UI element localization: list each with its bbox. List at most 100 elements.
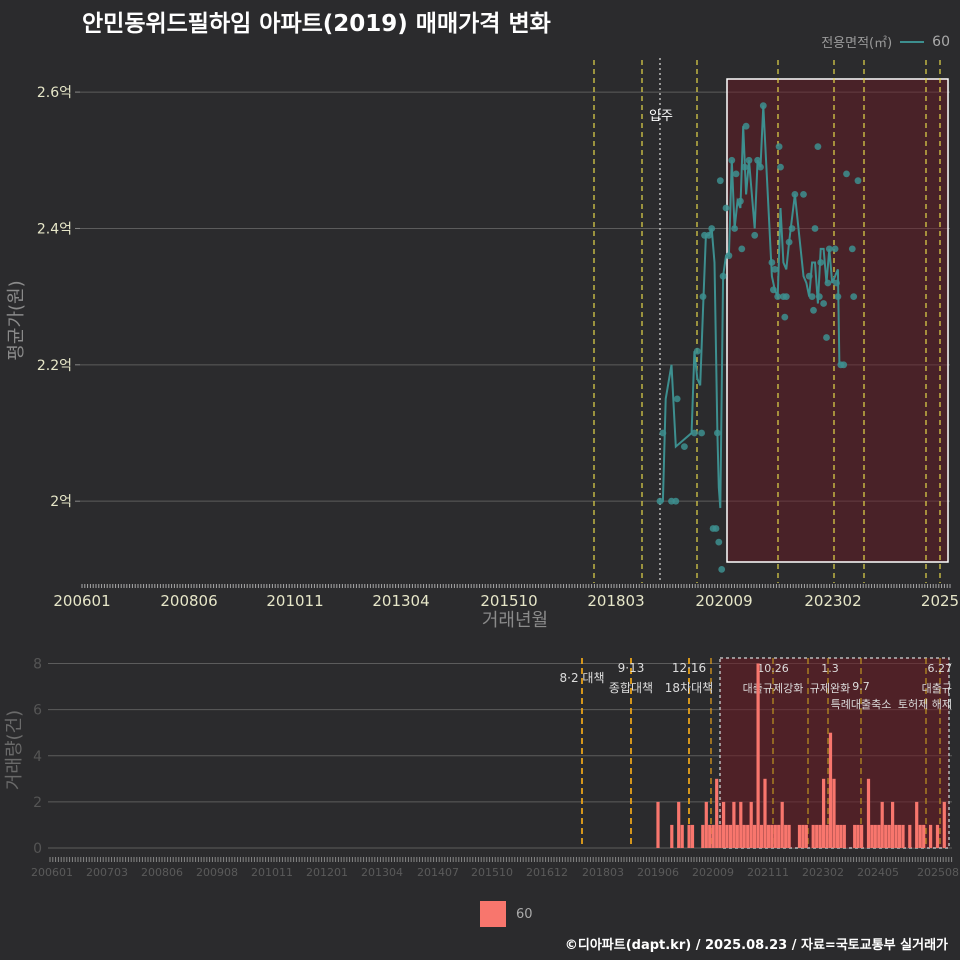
volume-bar-14 bbox=[728, 824, 733, 848]
volume-bar-61 bbox=[918, 824, 922, 848]
volume-bar-30 bbox=[784, 824, 788, 848]
volume-bar-19 bbox=[746, 824, 750, 848]
price-point-6 bbox=[691, 429, 698, 437]
price-series-line bbox=[658, 105, 841, 509]
volume-bar-55 bbox=[891, 801, 895, 848]
volume-bar-43 bbox=[839, 824, 843, 848]
volume-bar-39 bbox=[825, 824, 829, 848]
x-tick-label: 201304 bbox=[372, 592, 429, 610]
volume-bar-38 bbox=[822, 778, 826, 848]
x-tick-label: 201011 bbox=[266, 592, 323, 610]
y-tick-label: 2.4억 bbox=[37, 221, 72, 237]
volume-bar-56 bbox=[894, 824, 898, 848]
volume-bar-34 bbox=[804, 824, 808, 848]
x-axis-title: 거래년월 bbox=[482, 610, 548, 631]
vol-x-tick-label: 201510 bbox=[471, 866, 513, 879]
vol-x-tick-label: 202111 bbox=[747, 866, 789, 879]
volume-bar-27 bbox=[773, 824, 777, 848]
price-point-16 bbox=[715, 538, 723, 546]
vol-x-tick-label: 201407 bbox=[417, 866, 459, 879]
price-point-4 bbox=[673, 395, 681, 403]
volume-bar-57 bbox=[897, 824, 902, 848]
vol-x-tick-label: 200908 bbox=[196, 866, 238, 879]
x-tick-label: 202009 bbox=[695, 592, 752, 610]
volume-bar-51 bbox=[877, 824, 881, 848]
price-point-18 bbox=[718, 566, 726, 573]
volume-bar-64 bbox=[935, 824, 940, 848]
highlight-region bbox=[726, 78, 949, 563]
volume-bar-65 bbox=[942, 801, 946, 848]
volume-bar-54 bbox=[887, 824, 891, 848]
vol-y-tick-label: 6 bbox=[33, 703, 42, 719]
price-point-39 bbox=[777, 163, 784, 171]
volume-bar-60 bbox=[915, 801, 919, 848]
price-point-26 bbox=[738, 245, 746, 253]
legend-bar: 60 bbox=[480, 901, 533, 927]
price-point-51 bbox=[814, 143, 822, 151]
price-point-3 bbox=[672, 497, 680, 505]
volume-bar-29 bbox=[780, 801, 784, 848]
event-sub-5: 특례대출축소 bbox=[831, 698, 892, 711]
volume-bar-8 bbox=[708, 824, 712, 848]
price-point-49 bbox=[810, 306, 817, 314]
legend-title: 전용면적(㎡) bbox=[821, 36, 893, 51]
vol-x-tick-label: 200601 bbox=[31, 866, 73, 879]
price-point-48 bbox=[808, 293, 816, 300]
volume-bar-4 bbox=[687, 824, 691, 848]
event-label-3: 10.26 bbox=[757, 662, 789, 675]
price-point-66 bbox=[854, 177, 862, 185]
legend-bar-label: 60 bbox=[516, 906, 533, 922]
x-tick-label: 200806 bbox=[160, 592, 217, 610]
volume-bar-24 bbox=[763, 778, 767, 848]
volume-bar-47 bbox=[860, 824, 864, 848]
price-point-34 bbox=[768, 259, 776, 266]
event-sub-4: 규제완화 bbox=[810, 682, 850, 695]
price-point-8 bbox=[698, 429, 705, 437]
price-point-63 bbox=[843, 170, 850, 178]
volume-bar-59 bbox=[908, 824, 912, 848]
vol-y-tick-label: 0 bbox=[33, 841, 42, 857]
volume-bar-23 bbox=[759, 824, 764, 848]
volume-bar-20 bbox=[749, 801, 753, 848]
vol-x-tick-label: 202405 bbox=[857, 866, 899, 879]
price-point-55 bbox=[823, 334, 830, 341]
y-axis-title: 평균가(원) bbox=[6, 280, 27, 360]
volume-bar-41 bbox=[832, 778, 836, 848]
volume-bar-18 bbox=[742, 824, 746, 848]
event-sub-7: 토허제 해제 bbox=[898, 697, 952, 711]
volume-bar-58 bbox=[901, 824, 905, 848]
volume-bar-13 bbox=[725, 824, 729, 848]
y-tick-label: 2억 bbox=[50, 494, 72, 510]
price-point-0 bbox=[656, 497, 664, 505]
volume-bar-37 bbox=[818, 824, 822, 848]
vol-x-tick-label: 201803 bbox=[582, 866, 624, 879]
event-label-6: 6.27 bbox=[928, 662, 953, 675]
price-point-1 bbox=[659, 429, 667, 437]
x-tick-label: 201803 bbox=[587, 592, 644, 610]
x-minor-ticks bbox=[81, 584, 951, 588]
volume-bar-17 bbox=[739, 801, 743, 848]
price-point-31 bbox=[754, 156, 761, 164]
price-point-64 bbox=[848, 245, 856, 253]
volume-bar-21 bbox=[753, 824, 757, 848]
volume-bar-9 bbox=[711, 824, 715, 848]
price-point-52 bbox=[815, 293, 823, 300]
price-point-20 bbox=[722, 204, 730, 212]
price-point-45 bbox=[791, 191, 799, 198]
volume-bar-45 bbox=[853, 824, 857, 848]
price-point-37 bbox=[774, 293, 782, 300]
volume-bar-31 bbox=[787, 824, 791, 848]
price-point-14 bbox=[712, 525, 720, 532]
price-point-35 bbox=[770, 286, 777, 294]
x-tick-label: 201510 bbox=[480, 592, 537, 610]
volume-bar-11 bbox=[718, 824, 722, 848]
volume-bar-2 bbox=[677, 801, 681, 848]
price-point-21 bbox=[725, 252, 733, 260]
volume-bar-35 bbox=[811, 824, 815, 848]
volume-bar-12 bbox=[722, 801, 726, 848]
vol-x-tick-label: 200703 bbox=[86, 866, 128, 879]
volume-bar-62 bbox=[922, 824, 926, 848]
volume-bar-40 bbox=[828, 732, 833, 848]
legend-line-swatch bbox=[900, 40, 925, 43]
volume-bar-16 bbox=[735, 824, 739, 848]
